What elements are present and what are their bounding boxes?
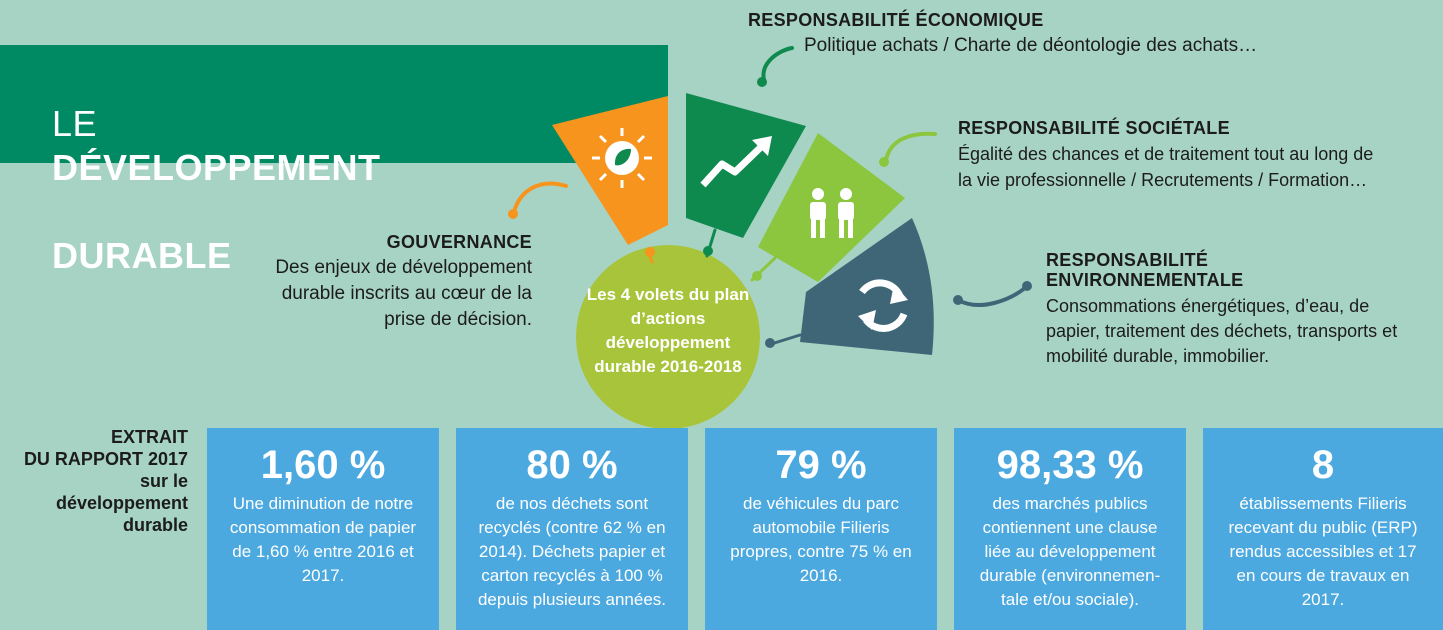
environnementale-heading-line1: RESPONSABILITÉ — [1046, 250, 1209, 270]
stat-box: 80 % de nos déchets sont recyclés (contr… — [456, 428, 688, 630]
gouvernance-heading: GOUVERNANCE — [386, 232, 532, 252]
economique-text: Politique achats / Charte de déontologie… — [804, 35, 1258, 56]
stat-box: 8 établissements Filieris recevant du pu… — [1203, 428, 1443, 630]
people-icon — [810, 188, 854, 238]
stat-box: 98,33 % des marchés publics contiennent … — [954, 428, 1186, 630]
gouvernance-segment — [552, 96, 668, 245]
title-bold-line1: DÉVELOPPEMENT — [52, 147, 381, 188]
stat-description: des marchés publics contiennent une clau… — [979, 494, 1161, 609]
center-label: Les 4 volets du plan d’actions développe… — [586, 285, 750, 376]
stat-value: 98,33 % — [996, 443, 1144, 487]
economique-block: RESPONSABILITÉ ÉCONOMIQUE Politique acha… — [748, 10, 1308, 59]
economique-connector — [761, 46, 794, 82]
environnementale-block: RESPONSABILITÉ ENVIRONNEMENTALE Consomma… — [1046, 250, 1426, 369]
stat-box: 79 % de véhicules du parc automobile Fil… — [705, 428, 937, 630]
stat-description: établissements Filieris recevant du publ… — [1228, 494, 1418, 609]
title-bold-line2: DURABLE — [52, 235, 232, 276]
stat-description: Une diminution de notre consommation de … — [229, 494, 417, 585]
environnementale-dot-end — [1022, 281, 1032, 291]
environnementale-dot — [953, 295, 963, 305]
stat-description: de nos déchets sont recyclés (contre 62 … — [477, 494, 667, 609]
economique-heading: RESPONSABILITÉ ÉCONOMIQUE — [748, 10, 1044, 30]
page-title: LE DÉVELOPPEMENT DURABLE — [52, 58, 381, 278]
economique-dot — [757, 77, 767, 87]
stat-value: 80 % — [526, 443, 618, 487]
gouvernance-text: Des enjeux de développement durable insc… — [275, 257, 532, 330]
societale-block: RESPONSABILITÉ SOCIÉTALE Égalité des cha… — [958, 118, 1438, 193]
trending-up-icon — [700, 136, 772, 188]
gouvernance-dot — [508, 209, 518, 219]
title-prefix: LE — [52, 103, 98, 144]
extract-label: EXTRAIT DU RAPPORT 2017 sur le développe… — [23, 427, 188, 535]
environnementale-text: Consommations énergétiques, d’eau, de pa… — [1046, 296, 1398, 366]
societale-connector — [884, 131, 937, 162]
societale-heading: RESPONSABILITÉ SOCIÉTALE — [958, 118, 1230, 138]
environnementale-connector — [956, 286, 1027, 307]
environnementale-heading-line2: ENVIRONNEMENTALE — [1046, 270, 1244, 290]
stat-value: 8 — [1311, 443, 1335, 487]
center-circle — [576, 245, 760, 429]
stat-box: 1,60 % Une diminution de notre consommat… — [207, 428, 439, 630]
societale-text-line2: la vie professionnelle / Recrutements / … — [958, 170, 1368, 190]
title-banner — [0, 45, 668, 163]
societale-dot — [879, 157, 889, 167]
gouvernance-connector — [512, 181, 568, 214]
societale-segment — [758, 133, 905, 282]
stat-description: de véhicules du parc automobile Filieris… — [730, 494, 912, 585]
gouvernance-block: GOUVERNANCE Des enjeux de développement … — [250, 232, 532, 333]
stat-value: 79 % — [775, 443, 867, 487]
societale-text-line1: Égalité des chances et de traitement tou… — [958, 144, 1374, 164]
stat-value: 1,60 % — [260, 443, 386, 487]
sun-leaf-icon — [592, 128, 652, 188]
